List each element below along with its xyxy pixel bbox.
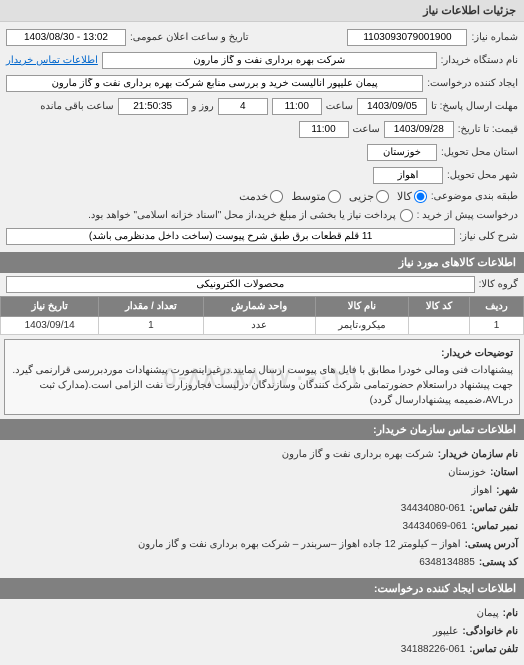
city-label: شهر: — [496, 482, 518, 500]
buyer-contact-link[interactable]: اطلاعات تماس خریدار — [6, 55, 98, 66]
buyer-notes-box: توضیحات خریدار: پیشنهادات فنی ومالی خودر… — [4, 339, 520, 415]
address-label: آدرس پستی: — [465, 536, 518, 554]
delivery-city-label: شهر محل تحویل: — [447, 170, 518, 181]
goods-table: ردیف کد کالا نام کالا واحد شمارش تعداد /… — [0, 296, 524, 335]
table-header-row: ردیف کد کالا نام کالا واحد شمارش تعداد /… — [1, 297, 524, 317]
cell-code — [409, 317, 470, 335]
announce-date-label: تاریخ و ساعت اعلان عمومی: — [130, 32, 249, 43]
fax-label: نمبر تماس: — [471, 518, 518, 536]
cell-qty: 1 — [99, 317, 203, 335]
delivery-province-label: استان محل تحویل: — [441, 147, 518, 158]
time-label-1: ساعت — [326, 101, 353, 112]
col-code: کد کالا — [409, 297, 470, 317]
phone-value: 34434080-061 — [401, 500, 466, 518]
phone-label: تلفن تماس: — [469, 500, 518, 518]
deadline-label: مهلت ارسال پاسخ: تا — [431, 101, 518, 112]
province-label: استان: — [490, 464, 518, 482]
creator-phone-value: 34188226-061 — [401, 641, 466, 659]
cell-unit: عدد — [203, 317, 315, 335]
radio-partial-label: جزیی — [349, 190, 374, 203]
creator-family-value: علیپور — [433, 623, 458, 641]
radio-medium-input[interactable] — [328, 190, 341, 203]
cell-date: 1403/09/14 — [1, 317, 99, 335]
creator-phone-label: تلفن تماس: — [469, 641, 518, 659]
fax-value: 34434069-061 — [402, 518, 467, 536]
creator-input[interactable] — [6, 75, 423, 92]
radio-medium[interactable]: متوسط — [291, 190, 341, 203]
col-date: تاریخ نیاز — [1, 297, 99, 317]
delivery-city-input[interactable] — [373, 167, 443, 184]
cell-row-num: 1 — [469, 317, 523, 335]
col-qty: تعداد / مقدار — [99, 297, 203, 317]
radio-service-input[interactable] — [270, 190, 283, 203]
province-value: خوزستان — [448, 464, 486, 482]
org-name-label: نام سازمان خریدار: — [438, 446, 518, 464]
remaining-suffix: ساعت باقی مانده — [40, 101, 113, 112]
postal-value: 6348134885 — [419, 554, 475, 572]
col-name: نام کالا — [315, 297, 409, 317]
prepayment-radio-input[interactable] — [400, 209, 413, 222]
contact-section-header: اطلاعات تماس سازمان خریدار: — [0, 419, 524, 440]
city-value: اهواز — [471, 482, 492, 500]
postal-label: کد پستی: — [479, 554, 518, 572]
buyer-org-input[interactable] — [102, 52, 437, 69]
radio-service-label: خدمت — [239, 190, 268, 203]
col-unit: واحد شمارش — [203, 297, 315, 317]
goods-section-header: اطلاعات کالاهای مورد نیاز — [0, 252, 524, 273]
main-desc-label: شرح کلی نیاز: — [459, 231, 518, 242]
category-label: طبقه بندی موضوعی: — [431, 191, 518, 202]
table-row[interactable]: 1 میکرو،تایمر عدد 1 1403/09/14 — [1, 317, 524, 335]
time-label-2: ساعت — [353, 124, 380, 135]
creator-name-label: نام: — [503, 605, 518, 623]
goods-filter-input[interactable] — [6, 276, 475, 293]
buyer-notes-label: توضیحات خریدار: — [11, 346, 513, 361]
radio-goods[interactable]: کالا — [397, 190, 427, 203]
radio-goods-input[interactable] — [414, 190, 427, 203]
creator-family-label: نام خانوادگی: — [462, 623, 518, 641]
buyer-notes-text: پیشنهادات فنی ومالی خودرا مطابق با فایل … — [11, 363, 513, 408]
request-number-label: شماره نیاز: — [471, 32, 518, 43]
radio-partial[interactable]: جزیی — [349, 190, 389, 203]
col-row-num: ردیف — [469, 297, 523, 317]
creator-contact-header: اطلاعات ایجاد کننده درخواست: — [0, 578, 524, 599]
prepayment-radio[interactable] — [400, 209, 413, 222]
radio-service[interactable]: خدمت — [239, 190, 283, 203]
validity-time-input[interactable] — [299, 121, 349, 138]
prepayment-note: پرداخت نیاز یا بخشی از مبلغ خرید،از محل … — [88, 210, 395, 221]
radio-medium-label: متوسط — [291, 190, 326, 203]
request-chance-label: درخواست پیش از خرید : — [417, 210, 518, 221]
remaining-time-input[interactable] — [118, 98, 188, 115]
radio-goods-label: کالا — [397, 190, 412, 203]
buyer-org-label: نام دستگاه خریدار: — [441, 55, 518, 66]
cell-name: میکرو،تایمر — [315, 317, 409, 335]
creator-name-value: پیمان — [477, 605, 499, 623]
announce-date-input[interactable] — [6, 29, 126, 46]
delivery-province-input[interactable] — [367, 144, 437, 161]
org-name-value: شرکت بهره برداری نفت و گاز مارون — [282, 446, 434, 464]
deadline-date-input[interactable] — [357, 98, 427, 115]
validity-label: قیمت: تا تاریخ: — [458, 124, 518, 135]
creator-label: ایجاد کننده درخواست: — [427, 78, 518, 89]
request-number-input[interactable] — [347, 29, 467, 46]
address-value: اهواز – کیلومتر 12 جاده اهواز –سربندر – … — [138, 536, 461, 554]
day-label: روز و — [192, 101, 214, 112]
page-title: جزئیات اطلاعات نیاز — [0, 0, 524, 22]
goods-filter-label: گروه کالا: — [479, 279, 518, 290]
main-desc-input[interactable] — [6, 228, 455, 245]
category-radio-group: کالا جزیی متوسط خدمت — [239, 190, 427, 203]
radio-partial-input[interactable] — [376, 190, 389, 203]
validity-date-input[interactable] — [384, 121, 454, 138]
days-remaining-input[interactable] — [218, 98, 268, 115]
deadline-time-input[interactable] — [272, 98, 322, 115]
contact-section: نام سازمان خریدار: شرکت بهره برداری نفت … — [0, 440, 524, 578]
creator-contact-section: نام: پیمان نام خانوادگی: علیپور تلفن تما… — [0, 599, 524, 665]
